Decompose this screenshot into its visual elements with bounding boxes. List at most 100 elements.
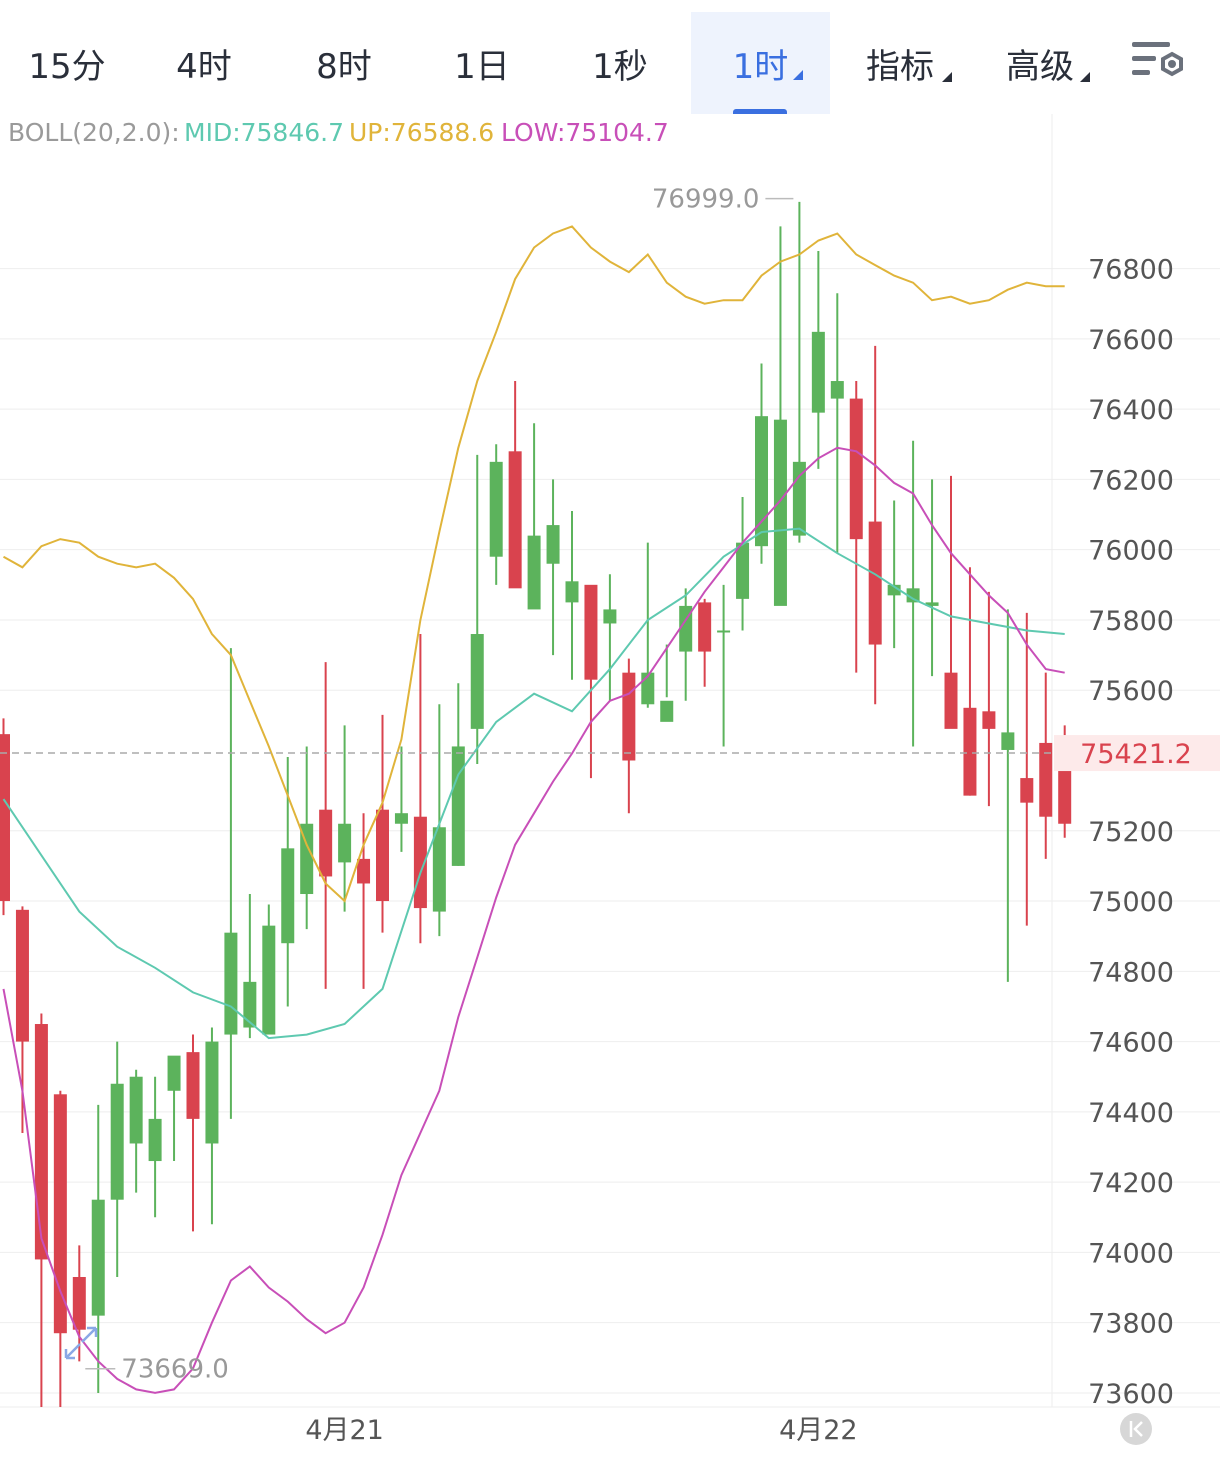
y-tick-label: 74600 bbox=[1088, 1028, 1174, 1059]
y-tick-label: 73600 bbox=[1088, 1379, 1174, 1410]
tab-label: 1日 bbox=[454, 46, 510, 87]
y-tick-label: 73800 bbox=[1088, 1309, 1174, 1340]
tab-1h[interactable]: 1时 bbox=[691, 12, 830, 114]
tab-label: 1秒 bbox=[592, 46, 648, 87]
candle-body bbox=[110, 1083, 124, 1200]
expand-icon[interactable] bbox=[64, 1326, 98, 1360]
candle-body bbox=[906, 588, 920, 603]
candle-body bbox=[470, 634, 484, 729]
y-tick-label: 75800 bbox=[1088, 606, 1174, 637]
candle-body bbox=[338, 823, 352, 863]
tab-label: 指标 bbox=[866, 46, 934, 87]
candle-body bbox=[925, 602, 939, 606]
y-tick-label: 75000 bbox=[1088, 887, 1174, 918]
chart-settings-icon bbox=[1132, 42, 1183, 77]
candle-body bbox=[546, 525, 560, 564]
y-tick-label: 74400 bbox=[1088, 1098, 1174, 1129]
high-marker-label: 76999.0 bbox=[652, 185, 760, 215]
candle-body bbox=[773, 419, 787, 606]
candle-body bbox=[53, 1094, 67, 1334]
candle-body bbox=[1020, 778, 1034, 803]
y-tick-label: 75200 bbox=[1088, 817, 1174, 848]
timeframe-toolbar: 15分 4时 8时 1日 1秒 1时 指标 高级 bbox=[0, 0, 1220, 114]
candle-body bbox=[281, 848, 295, 944]
tab-15m[interactable]: 15分 bbox=[0, 12, 134, 114]
tab-8h[interactable]: 8时 bbox=[274, 12, 414, 114]
y-axis: 76800 76600 76400 76200 76000 75800 75600 75200… bbox=[1088, 255, 1174, 1410]
scroll-to-latest-button[interactable] bbox=[1120, 1413, 1152, 1445]
candle-body bbox=[887, 584, 901, 596]
candle-body bbox=[300, 823, 314, 895]
candle-body bbox=[868, 521, 882, 645]
chart-settings-button[interactable] bbox=[1130, 36, 1190, 92]
candle-body bbox=[148, 1118, 162, 1162]
y-tick-label: 74000 bbox=[1088, 1238, 1174, 1269]
candle-body bbox=[527, 535, 541, 610]
candlestick-chart[interactable]: 76800 76600 76400 76200 76000 75800 75600 75200… bbox=[0, 114, 1220, 1453]
chart-canvas[interactable]: 76800 76600 76400 76200 76000 75800 75600 75200… bbox=[0, 114, 1220, 1453]
candle-body bbox=[755, 416, 768, 547]
tab-label: 8时 bbox=[316, 46, 372, 87]
bollinger-lines bbox=[2, 225, 1065, 1394]
tab-label: 高级 bbox=[1006, 46, 1074, 87]
boll-lower-line bbox=[2, 446, 1065, 1394]
boll-mid-label: MID:75846.7 bbox=[184, 118, 344, 147]
indicator-name: BOLL(20,2.0): bbox=[8, 118, 180, 147]
x-axis: 4月21 4月22 bbox=[305, 1415, 857, 1446]
candle-body bbox=[262, 925, 276, 1035]
tab-indicators[interactable]: 指标 bbox=[830, 12, 970, 114]
current-price-label: 75421.2 bbox=[1080, 739, 1192, 770]
candle-body bbox=[357, 858, 371, 884]
y-tick-label: 76800 bbox=[1088, 255, 1174, 286]
price-markers: 75421.2 76999.0 73669.0 bbox=[0, 185, 1220, 1385]
candle-body bbox=[15, 909, 29, 1042]
candle-body bbox=[0, 734, 10, 902]
candle-body bbox=[811, 331, 825, 413]
candle-body bbox=[224, 932, 238, 1035]
candle-body bbox=[129, 1076, 143, 1144]
candle-body bbox=[944, 672, 958, 729]
candle-body bbox=[717, 630, 731, 633]
candle-body bbox=[91, 1199, 105, 1316]
candle-body bbox=[243, 981, 257, 1028]
candle-body bbox=[660, 700, 674, 722]
candle-body bbox=[584, 584, 598, 680]
tab-1s[interactable]: 1秒 bbox=[550, 12, 690, 114]
y-tick-label: 74800 bbox=[1088, 957, 1174, 988]
boll-upper-line bbox=[3, 225, 1065, 903]
tab-label: 1时 bbox=[732, 46, 789, 87]
candle-body bbox=[394, 813, 408, 824]
boll-low-label: LOW:75104.7 bbox=[501, 118, 669, 147]
y-tick-label: 75600 bbox=[1088, 676, 1174, 707]
candle-body bbox=[489, 461, 503, 557]
candle-body bbox=[982, 711, 996, 729]
candle-body bbox=[830, 381, 844, 399]
y-tick-label: 76400 bbox=[1088, 395, 1174, 426]
tab-1d[interactable]: 1日 bbox=[414, 12, 550, 114]
boll-up-label: UP:76588.6 bbox=[349, 118, 494, 147]
candle-body bbox=[1039, 742, 1053, 817]
candle-body bbox=[565, 581, 579, 603]
candle-body bbox=[963, 707, 977, 796]
boll-mid-line bbox=[2, 527, 1065, 1040]
candle-body bbox=[432, 827, 446, 912]
y-tick-label: 74200 bbox=[1088, 1168, 1174, 1199]
candle-body bbox=[698, 602, 712, 652]
candle-body bbox=[451, 746, 465, 866]
candle-body bbox=[622, 672, 636, 761]
candle-body bbox=[508, 451, 522, 589]
dropdown-triangle-icon bbox=[793, 70, 803, 80]
y-tick-label: 76000 bbox=[1088, 536, 1174, 567]
candle-body bbox=[849, 398, 863, 540]
dropdown-triangle-icon bbox=[1080, 72, 1090, 82]
candle-body bbox=[603, 609, 617, 624]
candle-body bbox=[736, 542, 750, 599]
grid-lines bbox=[0, 268, 1220, 1394]
dropdown-triangle-icon bbox=[942, 72, 952, 82]
candle-body bbox=[679, 605, 693, 652]
tab-4h[interactable]: 4时 bbox=[134, 12, 274, 114]
tab-advanced[interactable]: 高级 bbox=[970, 12, 1110, 114]
candle-body bbox=[34, 1024, 48, 1260]
low-marker-label: 73669.0 bbox=[121, 1355, 229, 1385]
y-tick-label: 76200 bbox=[1088, 465, 1174, 496]
